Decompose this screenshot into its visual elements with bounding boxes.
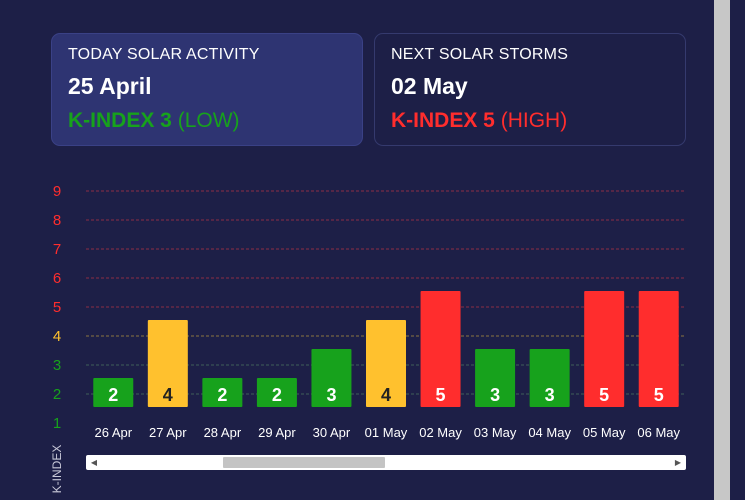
x-tick-label: 02 May <box>419 425 462 440</box>
next-storm-card: NEXT SOLAR STORMS 02 May K-INDEX 5 (HIGH… <box>374 33 686 146</box>
scroll-right-arrow-icon[interactable]: ▶ <box>674 458 682 467</box>
bar-value-label: 5 <box>599 385 609 405</box>
bar <box>420 291 461 407</box>
bar-value-label: 2 <box>108 385 118 405</box>
y-tick-label: 6 <box>53 270 61 287</box>
x-tick-label: 04 May <box>528 425 571 440</box>
x-tick-label: 05 May <box>583 425 626 440</box>
x-tick-label: 03 May <box>474 425 517 440</box>
next-kindex-value: K-INDEX 5 <box>391 109 495 132</box>
x-tick-label: 28 Apr <box>204 425 242 440</box>
page-scrollbar[interactable] <box>714 0 730 500</box>
x-tick-label: 27 Apr <box>149 425 187 440</box>
x-tick-label: 06 May <box>637 425 680 440</box>
y-tick-label: 2 <box>53 386 61 403</box>
y-axis-label: K-INDEX <box>50 445 64 494</box>
y-tick-label: 1 <box>53 415 61 432</box>
x-tick-label: 30 Apr <box>313 425 351 440</box>
bar-value-label: 5 <box>654 385 664 405</box>
bar <box>311 349 352 407</box>
today-kindex: K-INDEX 3 (LOW) <box>68 109 346 133</box>
bar-value-label: 3 <box>490 385 500 405</box>
bar <box>256 378 297 407</box>
x-tick-label: 01 May <box>365 425 408 440</box>
bar <box>529 349 570 407</box>
scroll-thumb[interactable] <box>223 457 385 468</box>
x-tick-label: 29 Apr <box>258 425 296 440</box>
bar <box>475 349 516 407</box>
bar-value-label: 2 <box>217 385 227 405</box>
y-tick-label: 5 <box>53 299 61 316</box>
bar-value-label: 4 <box>381 385 391 405</box>
bar-value-label: 2 <box>272 385 282 405</box>
y-tick-label: 7 <box>53 241 61 258</box>
today-kindex-level: (LOW) <box>177 109 240 132</box>
today-kindex-value: K-INDEX 3 <box>68 109 172 132</box>
today-heading: TODAY SOLAR ACTIVITY <box>68 46 260 63</box>
x-tick-label: 26 Apr <box>94 425 132 440</box>
next-kindex-level: (HIGH) <box>500 109 568 132</box>
bar <box>147 320 188 407</box>
bar <box>638 291 679 407</box>
kindex-bar-chart: 1 2 3 4 5 6 7 8 9 K-INDEX 2 26 Apr 4 27 Apr 2 28 Apr 2 29… <box>40 170 700 500</box>
today-date: 25 April <box>68 73 152 99</box>
y-tick-label: 8 <box>53 212 61 229</box>
chart-svg: 1 2 3 4 5 6 7 8 9 K-INDEX 2 26 Apr 4 27 Apr 2 28 Apr 2 29… <box>50 183 686 494</box>
next-heading: NEXT SOLAR STORMS <box>391 46 569 63</box>
bar-value-label: 4 <box>163 385 173 405</box>
bar-value-label: 3 <box>326 385 336 405</box>
y-tick-label: 9 <box>53 183 61 200</box>
y-tick-label: 4 <box>53 328 61 345</box>
bar <box>584 291 625 407</box>
chart-horizontal-scrollbar[interactable]: ◀ ▶ <box>86 455 686 470</box>
page-edge <box>730 0 745 500</box>
bar <box>202 378 243 407</box>
bar-value-label: 5 <box>436 385 446 405</box>
bar-value-label: 3 <box>545 385 555 405</box>
scroll-left-arrow-icon[interactable]: ◀ <box>90 458 98 467</box>
today-activity-card: TODAY SOLAR ACTIVITY 25 April K-INDEX 3 … <box>51 33 363 146</box>
y-tick-label: 3 <box>53 357 61 374</box>
bar <box>93 378 134 407</box>
next-date: 02 May <box>391 73 468 99</box>
bar <box>366 320 406 407</box>
next-kindex: K-INDEX 5 (HIGH) <box>391 109 669 133</box>
